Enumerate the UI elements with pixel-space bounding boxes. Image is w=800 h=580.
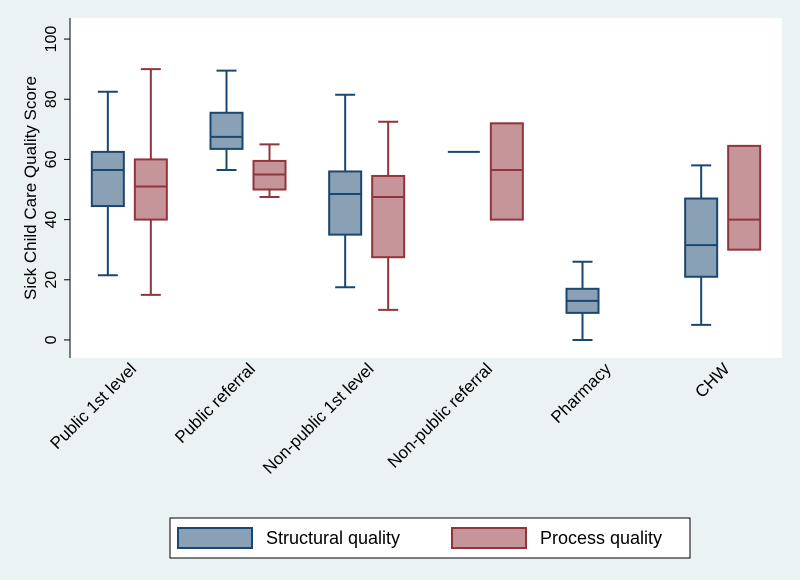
y-tick-label: 40 [43,211,60,229]
box-iqr [727,144,762,251]
legend-box [169,517,691,559]
legend-swatch [451,527,527,549]
y-tick-label: 0 [43,335,60,344]
box-structural-0 [90,90,125,277]
plot-area [70,18,782,358]
box-iqr [209,111,244,150]
box-iqr [684,197,719,278]
y-tick-label: 60 [43,150,60,168]
y-tick-label: 100 [43,26,60,53]
box-process-3 [489,122,524,221]
box-structural-5 [684,164,719,326]
legend-swatch [177,527,253,549]
legend: Structural quality Process quality [169,517,691,559]
box-process-1 [252,143,287,199]
box-iqr [90,150,125,208]
box-iqr [371,174,406,259]
legend-label: Process quality [540,528,662,548]
box-iqr [489,122,524,221]
box-structural-1 [209,69,244,171]
box-process-5 [727,144,762,251]
box-iqr [328,170,363,236]
y-tick-label: 80 [43,90,60,108]
y-tick-label: 20 [43,271,60,289]
box-process-0 [133,68,168,296]
boxes [90,68,762,341]
box-process-2 [371,120,406,311]
box-iqr [133,158,168,221]
box-structural-2 [328,93,363,289]
legend-label: Structural quality [266,528,400,548]
box-structural-4 [565,260,600,341]
y-ticks: 0 20 40 60 80 100 [43,26,70,344]
y-axis-label: Sick Child Care Quality Score [21,76,40,300]
